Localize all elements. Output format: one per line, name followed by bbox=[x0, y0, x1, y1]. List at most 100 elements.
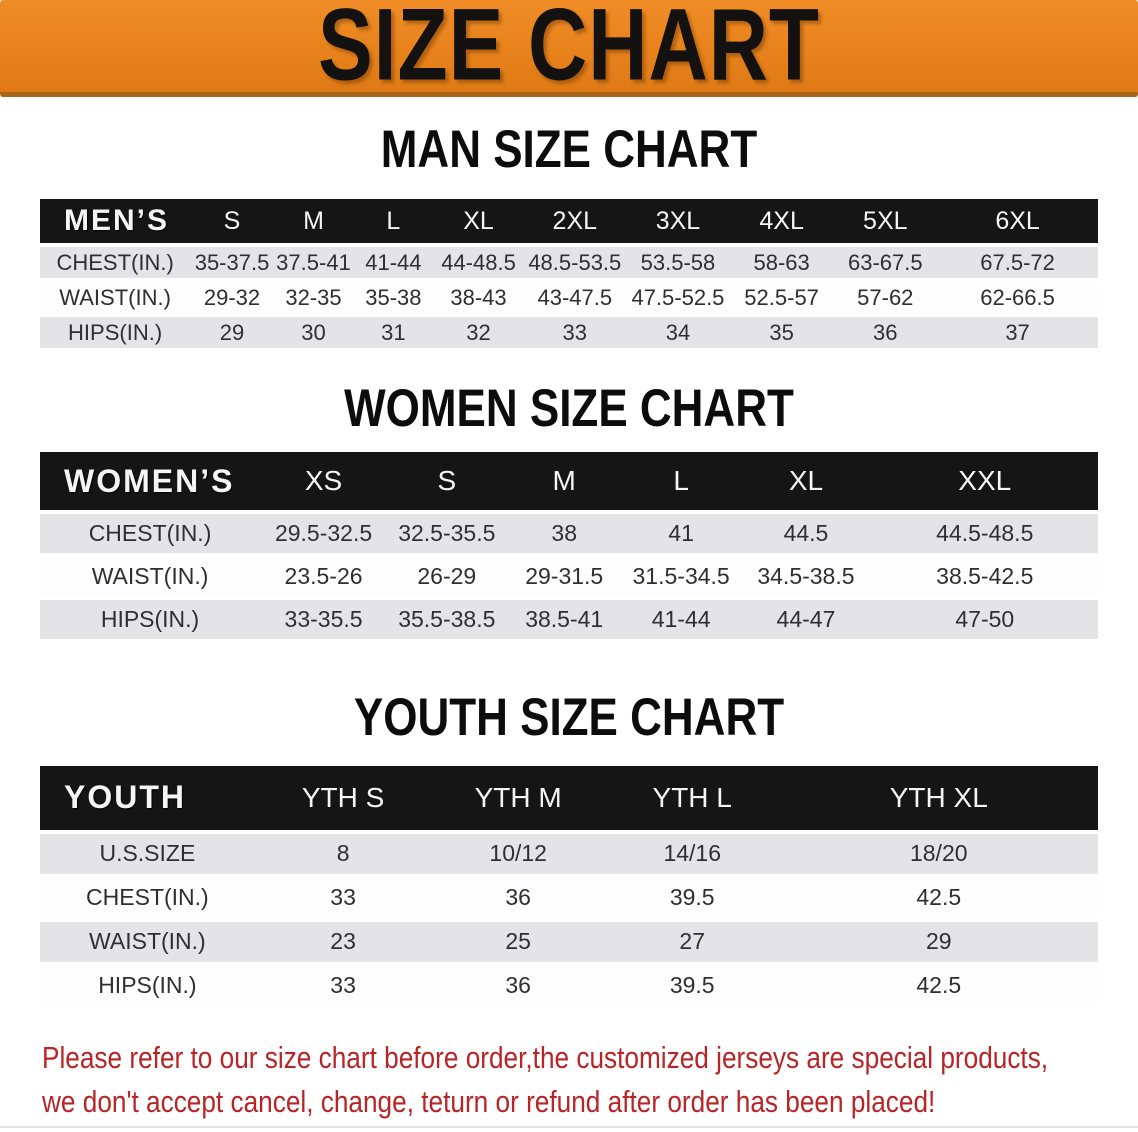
table-cell: 62-66.5 bbox=[937, 282, 1098, 314]
table-cell: 57-62 bbox=[833, 282, 938, 314]
table-cell: 34.5-38.5 bbox=[740, 557, 872, 597]
mens-waist-row: WAIST(IN.) 29-32 32-35 35-38 38-43 43-47… bbox=[40, 282, 1098, 314]
table-cell: 47.5-52.5 bbox=[626, 282, 730, 314]
table-cell: 63-67.5 bbox=[833, 247, 938, 279]
table-cell: 29 bbox=[190, 317, 274, 349]
mens-size-table: MEN’S S M L XL 2XL 3XL 4XL 5XL 6XL CHEST… bbox=[40, 195, 1098, 352]
table-cell: 36 bbox=[431, 965, 605, 1006]
row-label: WAIST(IN.) bbox=[40, 557, 261, 597]
bottom-edge-divider bbox=[0, 1126, 1138, 1128]
mens-chest-row: CHEST(IN.) 35-37.5 37.5-41 41-44 44-48.5… bbox=[40, 247, 1098, 279]
size-column-header: XXL bbox=[871, 452, 1098, 511]
womens-table-corner-label: WOMEN’S bbox=[40, 452, 261, 511]
table-cell: 36 bbox=[833, 317, 938, 349]
row-label: WAIST(IN.) bbox=[40, 282, 191, 314]
size-column-header: YTH L bbox=[604, 765, 780, 830]
size-column-header: M bbox=[273, 199, 354, 244]
table-cell: 34 bbox=[626, 317, 730, 349]
row-label: U.S.SIZE bbox=[40, 833, 255, 874]
size-column-header: S bbox=[190, 199, 274, 244]
youth-chest-row: CHEST(IN.) 33 36 39.5 42.5 bbox=[40, 877, 1098, 918]
table-cell: 29-32 bbox=[190, 282, 274, 314]
size-column-header: YTH XL bbox=[779, 765, 1098, 830]
table-cell: 43-47.5 bbox=[523, 282, 627, 314]
table-cell: 41 bbox=[621, 514, 741, 554]
youth-table-corner-label: YOUTH bbox=[40, 765, 255, 830]
table-cell: 52.5-57 bbox=[729, 282, 834, 314]
table-cell: 39.5 bbox=[604, 965, 780, 1006]
table-cell: 23.5-26 bbox=[260, 557, 388, 597]
table-cell: 53.5-58 bbox=[626, 247, 730, 279]
row-label: WAIST(IN.) bbox=[40, 921, 255, 962]
table-cell: 44.5-48.5 bbox=[871, 514, 1098, 554]
table-cell: 37.5-41 bbox=[273, 247, 354, 279]
table-cell: 33-35.5 bbox=[260, 600, 388, 640]
table-cell: 14/16 bbox=[604, 833, 780, 874]
table-cell: 47-50 bbox=[871, 600, 1098, 640]
table-cell: 8 bbox=[254, 833, 432, 874]
table-cell: 38-43 bbox=[433, 282, 524, 314]
table-cell: 38.5-41 bbox=[506, 600, 622, 640]
youth-hips-row: HIPS(IN.) 33 36 39.5 42.5 bbox=[40, 965, 1098, 1006]
table-cell: 42.5 bbox=[779, 877, 1098, 918]
size-column-header: M bbox=[506, 452, 622, 511]
table-cell: 35 bbox=[729, 317, 834, 349]
youth-table-header-row: YOUTH YTH S YTH M YTH L YTH XL bbox=[40, 765, 1098, 830]
womens-table-header-row: WOMEN’S XS S M L XL XXL bbox=[40, 452, 1098, 511]
table-cell: 42.5 bbox=[779, 965, 1098, 1006]
youth-waist-row: WAIST(IN.) 23 25 27 29 bbox=[40, 921, 1098, 962]
youth-section-heading: YOUTH SIZE CHART bbox=[0, 690, 1138, 746]
size-column-header: 3XL bbox=[626, 199, 730, 244]
size-column-header: XL bbox=[740, 452, 872, 511]
table-cell: 36 bbox=[431, 877, 605, 918]
row-label: HIPS(IN.) bbox=[40, 965, 255, 1006]
table-cell: 29.5-32.5 bbox=[260, 514, 388, 554]
table-cell: 32-35 bbox=[273, 282, 354, 314]
youth-section-heading-text: YOUTH SIZE CHART bbox=[353, 688, 785, 748]
table-cell: 35-37.5 bbox=[190, 247, 274, 279]
women-section-heading: WOMEN SIZE CHART bbox=[0, 381, 1138, 437]
youth-size-table: YOUTH YTH S YTH M YTH L YTH XL U.S.SIZE … bbox=[40, 762, 1098, 1010]
table-cell: 26-29 bbox=[387, 557, 507, 597]
size-column-header: YTH M bbox=[431, 765, 605, 830]
row-label: CHEST(IN.) bbox=[40, 247, 191, 279]
table-cell: 33 bbox=[254, 877, 432, 918]
table-cell: 44-48.5 bbox=[433, 247, 524, 279]
mens-hips-row: HIPS(IN.) 29 30 31 32 33 34 35 36 37 bbox=[40, 317, 1098, 349]
size-column-header: XL bbox=[433, 199, 524, 244]
size-column-header: 6XL bbox=[937, 199, 1098, 244]
table-cell: 27 bbox=[604, 921, 780, 962]
table-cell: 10/12 bbox=[431, 833, 605, 874]
table-cell: 67.5-72 bbox=[937, 247, 1098, 279]
table-cell: 35-38 bbox=[353, 282, 434, 314]
table-cell: 38 bbox=[506, 514, 622, 554]
banner-title: SIZE CHART bbox=[318, 0, 820, 102]
table-cell: 31.5-34.5 bbox=[621, 557, 741, 597]
disclaimer-line-1: Please refer to our size chart before or… bbox=[42, 1039, 1049, 1075]
table-cell: 44-47 bbox=[740, 600, 872, 640]
mens-table-header-row: MEN’S S M L XL 2XL 3XL 4XL 5XL 6XL bbox=[40, 199, 1098, 244]
women-section-heading-text: WOMEN SIZE CHART bbox=[344, 379, 794, 438]
table-cell: 33 bbox=[254, 965, 432, 1006]
table-cell: 41-44 bbox=[621, 600, 741, 640]
size-column-header: 5XL bbox=[833, 199, 938, 244]
size-chart-banner: SIZE CHART bbox=[0, 0, 1138, 97]
table-cell: 33 bbox=[523, 317, 627, 349]
table-cell: 23 bbox=[254, 921, 432, 962]
row-label: HIPS(IN.) bbox=[40, 317, 191, 349]
man-section-heading: MAN SIZE CHART bbox=[0, 122, 1138, 178]
disclaimer-text: Please refer to our size chart before or… bbox=[42, 1036, 1138, 1124]
table-cell: 35.5-38.5 bbox=[387, 600, 507, 640]
table-cell: 18/20 bbox=[779, 833, 1098, 874]
womens-size-table: WOMEN’S XS S M L XL XXL CHEST(IN.) 29.5-… bbox=[40, 448, 1098, 643]
table-cell: 48.5-53.5 bbox=[523, 247, 627, 279]
row-label: CHEST(IN.) bbox=[40, 514, 261, 554]
table-cell: 44.5 bbox=[740, 514, 872, 554]
table-cell: 29-31.5 bbox=[506, 557, 622, 597]
table-cell: 37 bbox=[937, 317, 1098, 349]
womens-hips-row: HIPS(IN.) 33-35.5 35.5-38.5 38.5-41 41-4… bbox=[40, 600, 1098, 640]
table-cell: 31 bbox=[353, 317, 434, 349]
size-column-header: XS bbox=[260, 452, 388, 511]
womens-chest-row: CHEST(IN.) 29.5-32.5 32.5-35.5 38 41 44.… bbox=[40, 514, 1098, 554]
size-column-header: 4XL bbox=[729, 199, 834, 244]
